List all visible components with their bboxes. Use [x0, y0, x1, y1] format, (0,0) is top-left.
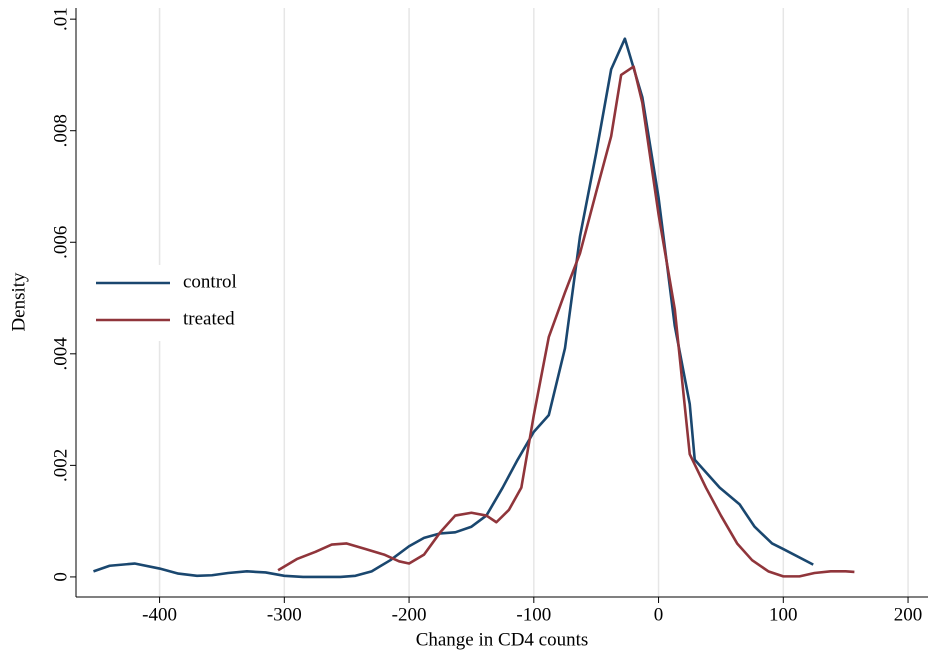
x-tick-label: 100 [769, 604, 798, 625]
legend-label: control [183, 271, 237, 292]
x-tick-label: -200 [392, 604, 427, 625]
y-tick-label: .004 [50, 337, 71, 371]
x-tick-label: -300 [267, 604, 302, 625]
y-tick-label: .006 [50, 226, 71, 259]
x-axis-title: Change in CD4 counts [416, 629, 589, 650]
y-tick-label: .002 [50, 449, 71, 482]
line [277, 65, 855, 578]
y-axis-title: Density [8, 272, 29, 332]
x-tick-label: -400 [142, 604, 177, 625]
y-tick-label: .01 [50, 7, 71, 31]
x-tick-label: -100 [516, 604, 551, 625]
y-tick-label: 0 [50, 572, 71, 582]
legend-box [90, 265, 260, 341]
line [93, 37, 814, 579]
legend-label: treated [183, 308, 235, 329]
x-tick-label: 0 [654, 604, 664, 625]
x-tick-label: 200 [894, 604, 923, 625]
y-tick-label: .008 [50, 114, 71, 147]
